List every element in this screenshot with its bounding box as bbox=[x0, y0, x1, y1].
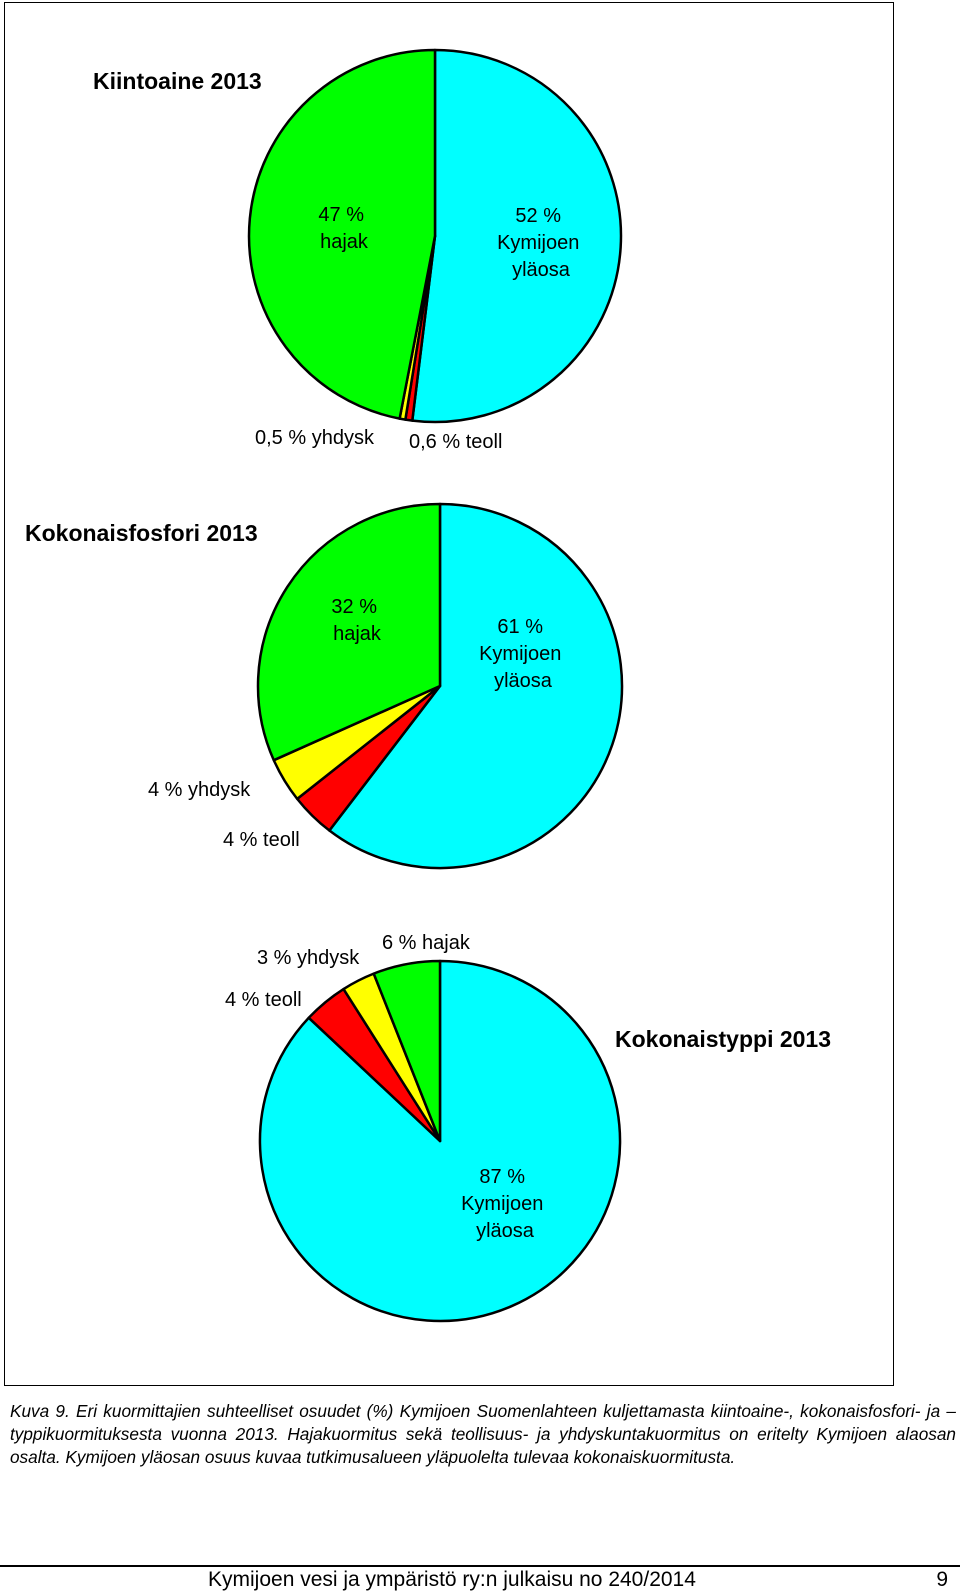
pie-slice-kymijoen bbox=[328, 502, 624, 870]
pie-slice-hajak bbox=[247, 48, 437, 420]
slice-label-teoll: 0,6 % teoll bbox=[409, 431, 502, 453]
footer-divider bbox=[0, 1565, 960, 1567]
chart-title: Kokonaisfosfori 2013 bbox=[25, 520, 258, 546]
footer-publication: Kymijoen vesi ja ympäristö ry:n julkaisu… bbox=[208, 1568, 696, 1591]
slice-label-yhdysk: 0,5 % yhdysk bbox=[255, 427, 375, 449]
slice-label-hajak: 32 % hajak bbox=[331, 596, 382, 645]
figure-caption: Kuva 9. Eri kuormittajien suhteelliset o… bbox=[10, 1400, 956, 1469]
slice-label-kymijoen: 61 % Kymijoen yläosa bbox=[479, 616, 567, 692]
chart-title: Kokonaistyppi 2013 bbox=[615, 1026, 831, 1052]
page-number: 9 bbox=[936, 1568, 948, 1591]
pie-chart-kiintoaine: Kiintoaine 2013 52 % Kymijoen yläosa 47 … bbox=[93, 48, 623, 453]
slice-label-yhdysk: 4 % yhdysk bbox=[148, 779, 251, 801]
slice-label-hajak: 6 % hajak bbox=[382, 932, 471, 954]
pie-slice-kymijoen bbox=[411, 48, 623, 424]
slice-label-teoll: 4 % teoll bbox=[223, 829, 300, 851]
slice-label-kymijoen: 87 % Kymijoen yläosa bbox=[461, 1166, 549, 1242]
pie-charts-figure: Kiintoaine 2013 52 % Kymijoen yläosa 47 … bbox=[25, 48, 831, 1323]
pie-slice-hajak bbox=[256, 502, 442, 762]
slice-label-kymijoen: 52 % Kymijoen yläosa bbox=[497, 205, 585, 281]
chart-title: Kiintoaine 2013 bbox=[93, 68, 262, 94]
slice-label-yhdysk: 3 % yhdysk bbox=[257, 947, 360, 969]
slice-label-hajak: 47 % hajak bbox=[318, 204, 369, 253]
pie-slice-hajak bbox=[372, 959, 442, 1143]
caption-text: Kuva 9. Eri kuormittajien suhteelliset o… bbox=[10, 1401, 956, 1467]
slice-label-teoll: 4 % teoll bbox=[225, 989, 302, 1011]
pie-chart-kokonaistyppi: Kokonaistyppi 2013 87 % Kymijoen yläosa … bbox=[225, 932, 831, 1323]
pie-chart-kokonaisfosfori: Kokonaisfosfori 2013 61 % Kymijoen yläos… bbox=[25, 502, 624, 870]
